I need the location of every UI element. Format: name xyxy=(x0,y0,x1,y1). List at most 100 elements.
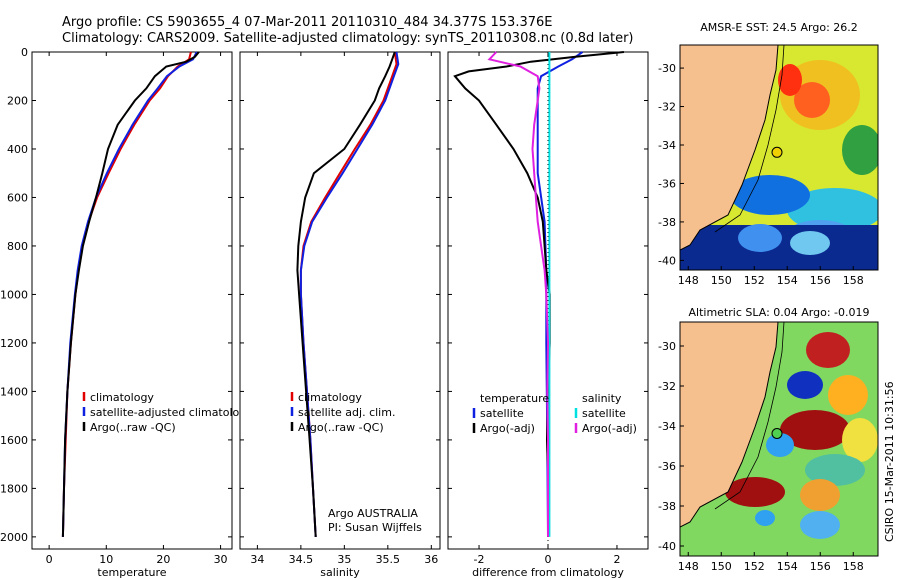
sst-coastline xyxy=(680,45,779,251)
annotation-institution: Argo AUSTRALIA xyxy=(328,507,418,520)
sla-low-2 xyxy=(766,433,794,457)
sla_map-lon-tick-label: 152 xyxy=(744,560,765,573)
sla_map-lat-tick-label: -38 xyxy=(658,500,676,513)
sst_map-lon-tick-label: 152 xyxy=(744,274,765,287)
sst_map-lat-tick-label: -32 xyxy=(658,101,676,114)
sla_map-lat-tick-label: -32 xyxy=(658,380,676,393)
salinity-legend-label: climatology xyxy=(298,391,362,404)
difference-xtick-label: -2 xyxy=(474,553,485,566)
sla-high-center xyxy=(780,410,850,450)
depth-tick-label: 200 xyxy=(7,94,28,107)
depth-tick-label: 1200 xyxy=(0,337,28,350)
difference-legend-label: Argo(-adj) xyxy=(480,422,535,435)
salinity-xtick-label: 34 xyxy=(250,553,264,566)
sla_map-lon-tick-label: 156 xyxy=(810,560,831,573)
difference-xtick-label: 0 xyxy=(545,553,552,566)
sla-isobath xyxy=(714,322,785,510)
difference-series-salinity-argo-adj xyxy=(487,51,550,537)
depth-tick-label: 2000 xyxy=(0,531,28,544)
sst_map-lat-tick-label: -30 xyxy=(658,62,676,75)
sst_map-lon-tick-label: 154 xyxy=(777,274,798,287)
sst_map-lon-tick-label: 148 xyxy=(678,274,699,287)
sla-land xyxy=(680,322,778,527)
difference-legend-label: Argo(-adj) xyxy=(582,422,637,435)
salinity-series-argo-raw-qc xyxy=(296,51,396,537)
depth-tick-label: 1400 xyxy=(0,385,28,398)
sst-map-panel: AMSR-E SST: 24.5 Argo: 26.2 148 150 152 154… xyxy=(658,21,879,287)
sst-land xyxy=(680,45,778,250)
sla_map-lon-tick-label: 158 xyxy=(843,560,864,573)
header-line-1: Argo profile: CS 5903655_4 07-Mar-2011 2… xyxy=(62,15,552,30)
sla_map-lon-tick-label: 148 xyxy=(678,560,699,573)
temperature-legend-label: satellite-adjusted climatology xyxy=(90,406,253,419)
sla-low-1 xyxy=(787,371,823,399)
sst-hot-core xyxy=(794,82,830,118)
sla-high-east xyxy=(828,375,868,415)
sla-high-east2 xyxy=(842,418,878,462)
sla-map-ticks: 148 150 152 154 156 158 -30 -32 -34 -36 -38 -40 xyxy=(658,340,864,573)
salinity-xtick-label: 35.5 xyxy=(376,553,401,566)
sla_map-lon-tick-label: 150 xyxy=(711,560,732,573)
sla-low-3 xyxy=(755,510,775,526)
salinity-xlabel: salinity xyxy=(320,566,360,579)
salinity-xtick-label: 35 xyxy=(337,553,351,566)
depth-tick-label: 800 xyxy=(7,240,28,253)
difference-legend-header-temperature: temperature xyxy=(480,392,549,405)
header-line-2: Climatology: CARS2009. Satellite-adjuste… xyxy=(62,31,634,46)
sla-coastline xyxy=(680,322,779,528)
annotation-pi: PI: Susan Wijffels xyxy=(328,521,422,534)
sla-map-panel: Altimetric SLA: 0.04 Argo: -0.019 148 150… xyxy=(658,306,879,573)
difference-xlabel: difference from climatology xyxy=(472,566,624,579)
sst_map-lon-tick-label: 150 xyxy=(711,274,732,287)
depth-tick-label: 0 xyxy=(21,46,28,59)
sst-eddy-south xyxy=(790,231,830,255)
sla_map-lat-tick-label: -34 xyxy=(658,420,676,433)
salinity-xtick-label: 34.5 xyxy=(289,553,314,566)
difference-legend-label: satellite xyxy=(480,407,524,420)
depth-tick-label: 1800 xyxy=(0,482,28,495)
temperature-profile-panel: 0 10 20 30 0 200 400 600 800 1000 1200 1400 1600 1800… xyxy=(0,46,253,579)
sst-map-title: AMSR-E SST: 24.5 Argo: 26.2 xyxy=(700,21,858,34)
temperature-legend-label: climatology xyxy=(90,391,154,404)
temperature-legend-label: Argo(..raw -QC) xyxy=(90,421,176,434)
sla-map-frame xyxy=(679,321,879,557)
salinity-legend-label: satellite adj. clim. xyxy=(298,406,395,419)
sla-high-south xyxy=(800,479,840,511)
sla-band xyxy=(805,454,865,486)
temperature-xtick-label: 10 xyxy=(99,553,113,566)
temperature-xtick-label: 0 xyxy=(46,553,53,566)
salinity-xtick-label: 36 xyxy=(424,553,438,566)
salinity-legend-label: Argo(..raw -QC) xyxy=(298,421,384,434)
difference-legend-header-salinity: salinity xyxy=(582,392,622,405)
difference-legend-label: satellite xyxy=(582,407,626,420)
difference-xtick-label: 2 xyxy=(613,553,620,566)
sst-map-ticks: 148 150 152 154 156 158 -30 -32 -34 -36 -38 -40 xyxy=(658,62,864,287)
salinity-axes-frame xyxy=(239,51,441,550)
sst_map-lon-tick-label: 158 xyxy=(843,274,864,287)
sst_map-lat-tick-label: -34 xyxy=(658,139,676,152)
sla-low-4 xyxy=(800,511,840,539)
sla_map-lon-tick-label: 154 xyxy=(777,560,798,573)
temperature-series-argo-raw-qc xyxy=(61,51,200,537)
sla-map-title: Altimetric SLA: 0.04 Argo: -0.019 xyxy=(689,306,870,319)
sst-cool-patch-east xyxy=(842,125,878,175)
sst_map-lat-tick-label: -36 xyxy=(658,177,676,190)
temperature-xtick-label: 30 xyxy=(214,553,228,566)
difference-series-temperature-satellite xyxy=(536,51,584,537)
sst-isobath xyxy=(714,45,785,233)
temperature-xtick-label: 20 xyxy=(156,553,170,566)
sst-argo-marker xyxy=(771,146,783,158)
sst-cold-band xyxy=(730,175,810,215)
sst_map-lat-tick-label: -38 xyxy=(658,216,676,229)
sst-map-frame xyxy=(679,44,879,271)
sst-hot-core-2 xyxy=(778,64,802,96)
depth-tick-label: 400 xyxy=(7,143,28,156)
depth-tick-label: 1600 xyxy=(0,434,28,447)
sla-high-southwest xyxy=(725,477,785,507)
depth-tick-label: 600 xyxy=(7,191,28,204)
sst_map-lat-tick-label: -40 xyxy=(658,254,676,267)
sla_map-lat-tick-label: -36 xyxy=(658,460,676,473)
sla_map-lat-tick-label: -40 xyxy=(658,540,676,553)
